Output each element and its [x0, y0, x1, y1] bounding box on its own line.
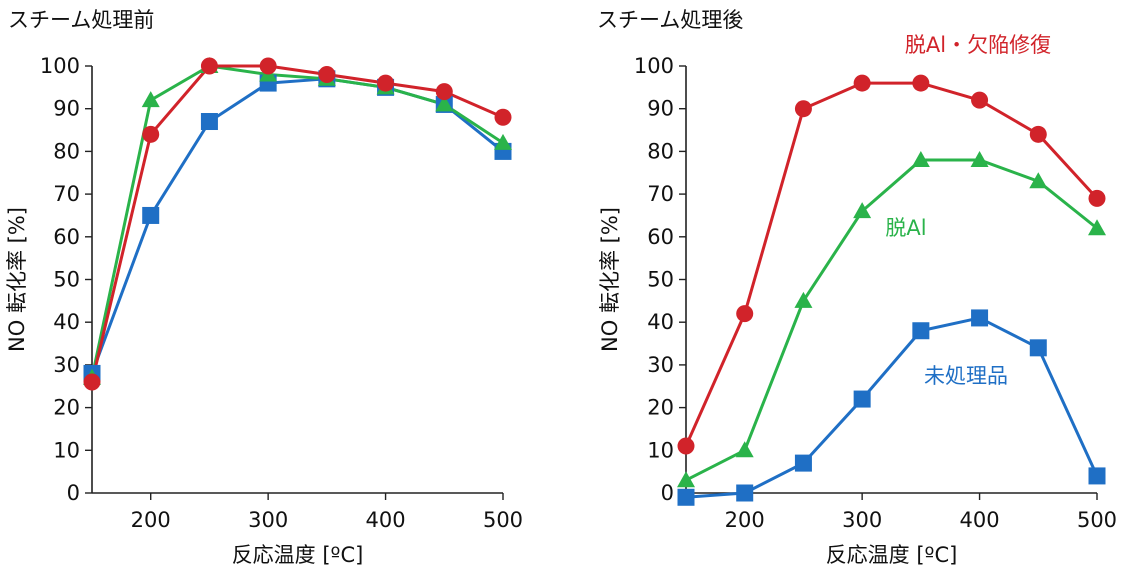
chart1-y-tick-label: 100 [40, 54, 80, 78]
chart2-y-tick-label: 10 [647, 438, 674, 462]
chart2-annotation-label: 未処理品 [924, 364, 1008, 388]
chart2-y-tick-label: 50 [647, 268, 674, 292]
chart2-y-tick-label: 60 [647, 225, 674, 249]
chart1-circle-marker [377, 74, 395, 92]
chart2-triangle-marker [1029, 172, 1048, 189]
chart1-y-tick-label: 30 [53, 353, 80, 377]
chart2-square-marker [794, 454, 812, 472]
chart2-circle-marker [736, 305, 754, 323]
chart1-y-tick-label: 10 [53, 438, 80, 462]
chart1-triangle-marker [141, 91, 160, 108]
chart2-x-axis-title: 反応温度 [ºC] [826, 543, 958, 567]
left-chart-title: スチーム処理前 [8, 8, 155, 32]
chart2-square-marker [677, 488, 695, 506]
chart2-y-tick-label: 40 [647, 310, 674, 334]
chart1-y-tick-label: 70 [53, 182, 80, 206]
chart1-y-tick-label: 80 [53, 139, 80, 163]
chart2-square-marker [853, 390, 871, 408]
chart2-annotation-label: 脱Al [885, 216, 926, 240]
chart1-circle-marker [259, 57, 277, 75]
right-chart-title: スチーム処理後 [597, 8, 744, 32]
chart1-triangle-marker [494, 133, 512, 150]
chart1-y-axis-title: NO 転化率 [%] [5, 207, 29, 352]
chart2-series-square-line [685, 316, 1099, 499]
chart2-circle-marker [1029, 125, 1047, 143]
chart2-circle-marker [853, 74, 871, 92]
chart1-x-tick-label: 500 [483, 508, 523, 532]
chart1-x-axis-title: 反応温度 [ºC] [232, 543, 364, 567]
chart2-y-tick-label: 90 [647, 97, 674, 121]
chart2-y-axis-title: NO 転化率 [%] [598, 207, 622, 352]
chart2-y-tick-label: 0 [661, 481, 674, 505]
chart1-x-tick-label: 400 [366, 508, 406, 532]
chart2-x-tick-label: 200 [725, 508, 765, 532]
chart1-y-tick-label: 60 [53, 225, 80, 249]
chart2-square-marker [912, 322, 930, 340]
chart1-y-tick-label: 20 [53, 396, 80, 420]
chart1-y-tick-label: 0 [67, 481, 80, 505]
chart1-series-triangle-line [90, 64, 504, 379]
chart1-circle-marker [318, 66, 336, 84]
chart1-circle-marker [142, 125, 160, 143]
chart2-annotation-label: 脱Al・欠陥修復 [905, 33, 1051, 57]
chart1-circle-marker [83, 373, 101, 391]
chart2-series-triangle-line [685, 158, 1098, 482]
chart2-triangle-marker [1088, 219, 1106, 236]
chart1-circle-marker [494, 108, 512, 126]
chart1-square-marker [200, 113, 218, 131]
chart1-x-tick-label: 200 [131, 508, 171, 532]
chart2-square-marker [1088, 467, 1106, 485]
chart2-circle-marker [1088, 189, 1106, 207]
chart2-x-tick-label: 500 [1077, 508, 1117, 532]
chart1-triangle-marker [435, 95, 454, 112]
chart1-y-tick-label: 40 [53, 310, 80, 334]
chart2-triangle-marker [735, 441, 754, 458]
chart2-y-tick-label: 100 [634, 54, 674, 78]
chart2-circle-marker [912, 74, 930, 92]
chart1-circle-marker [200, 57, 218, 75]
chart1-series-square-line [90, 77, 504, 374]
chart2-y-tick-label: 20 [647, 396, 674, 420]
chart2-y-tick-label: 70 [647, 182, 674, 206]
chart2-square-marker [736, 484, 754, 502]
chart2-x-tick-label: 400 [960, 508, 1000, 532]
chart2-square-marker [1029, 339, 1047, 357]
chart2-y-tick-label: 80 [647, 139, 674, 163]
chart2-triangle-marker [911, 150, 930, 167]
chart2-circle-marker [677, 437, 695, 455]
chart2-triangle-marker [970, 150, 989, 167]
chart2-triangle-marker [853, 202, 872, 219]
chart1-y-tick-label: 90 [53, 97, 80, 121]
chart1-circle-marker [435, 83, 453, 101]
chart2-circle-marker [794, 100, 812, 118]
chart1-y-tick-label: 50 [53, 268, 80, 292]
chart1-series-circle-line [90, 64, 504, 383]
chart2-circle-marker [971, 91, 989, 109]
chart2-x-tick-label: 300 [842, 508, 882, 532]
chart2-triangle-marker [677, 471, 695, 488]
chart2-series-circle-line [684, 81, 1099, 447]
chart2-triangle-marker [794, 291, 813, 308]
chart1-square-marker [142, 206, 160, 224]
chart2-square-marker [971, 309, 989, 327]
chart1-x-tick-label: 300 [248, 508, 288, 532]
chart2-y-tick-label: 30 [647, 353, 674, 377]
